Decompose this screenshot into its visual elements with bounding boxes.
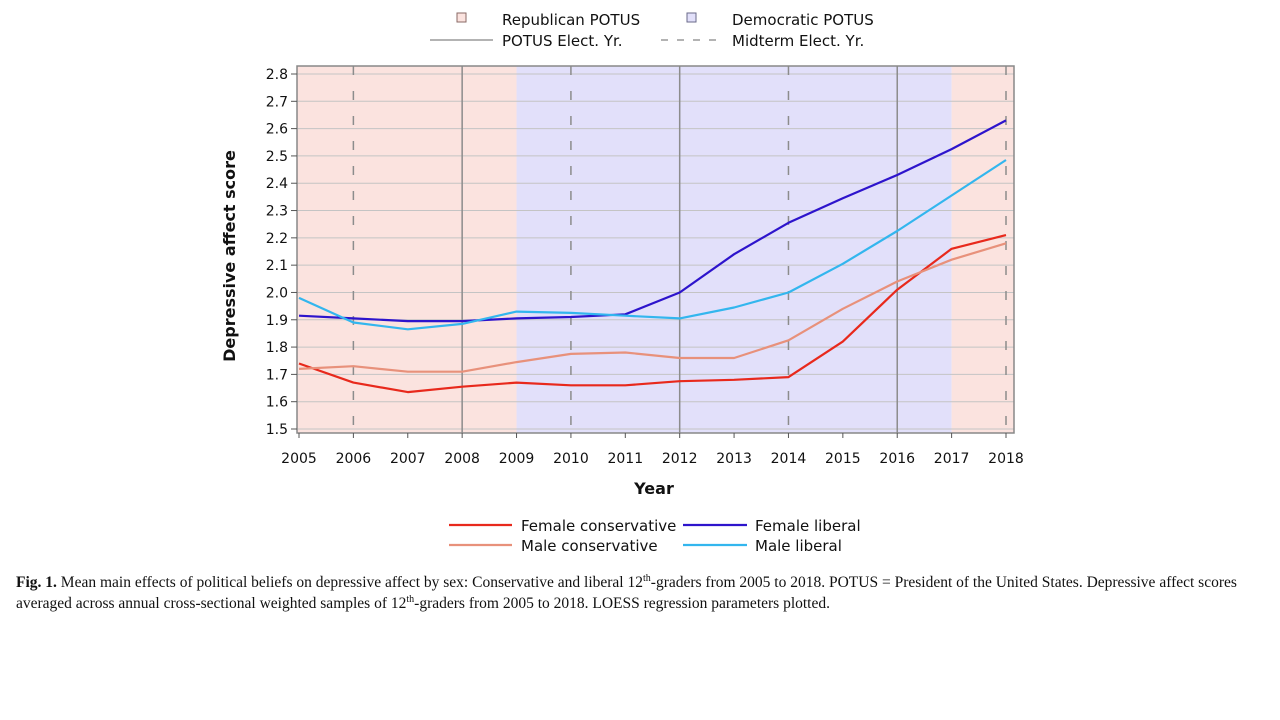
midterm-election-legend-label: Midterm Elect. Yr. xyxy=(732,32,864,50)
y-tick-label-2.3: 2.3 xyxy=(266,204,288,220)
top-legend: Republican POTUS Democratic POTUS POTUS … xyxy=(430,11,874,50)
legend-label-male-conservative: Male conservative xyxy=(521,537,658,555)
series-lines xyxy=(298,119,1007,394)
caption-text-3: -graders from 2005 to 2018. LOESS regres… xyxy=(414,595,830,612)
potus-election-legend-label: POTUS Elect. Yr. xyxy=(502,32,623,50)
y-tick-label-1.9: 1.9 xyxy=(266,313,288,329)
y-tick-label-2.4: 2.4 xyxy=(266,176,288,192)
republican-legend-label: Republican POTUS xyxy=(502,11,640,29)
x-tick-label-2014: 2014 xyxy=(771,451,807,467)
x-tick-label-2007: 2007 xyxy=(390,451,426,467)
caption-label: Fig. 1. xyxy=(16,574,57,591)
republican-period-0 xyxy=(297,66,517,433)
plot-background xyxy=(297,66,1014,433)
y-tick-label-1.6: 1.6 xyxy=(266,395,288,411)
y-tick-label-1.8: 1.8 xyxy=(266,340,288,356)
y-tick-label-1.5: 1.5 xyxy=(266,422,288,438)
x-tick-label-2009: 2009 xyxy=(499,451,535,467)
x-tick-label-2012: 2012 xyxy=(662,451,698,467)
democratic-period-1 xyxy=(516,66,952,433)
x-axis-title: Year xyxy=(633,479,674,498)
series-line-male-conservative xyxy=(298,242,1007,373)
election-year-lines xyxy=(352,66,1007,433)
y-tick-label-2.7: 2.7 xyxy=(266,94,288,110)
plot-frame xyxy=(296,65,1015,434)
democratic-swatch xyxy=(686,12,697,23)
x-tick-label-2013: 2013 xyxy=(716,451,752,467)
caption-text-1: Mean main effects of political beliefs o… xyxy=(56,574,643,591)
democratic-legend-label: Democratic POTUS xyxy=(732,11,874,29)
series-legend: Female conservative Female liberal Male co… xyxy=(449,517,861,555)
x-tick-label-2008: 2008 xyxy=(444,451,480,467)
x-tick-label-2006: 2006 xyxy=(336,451,372,467)
x-tick-label-2018: 2018 xyxy=(988,451,1024,467)
y-tick-label-2.2: 2.2 xyxy=(266,231,288,247)
axes: 1.5 1.6 1.7 1.8 1.9 2.0 2.1 2.2 2.3 2.4 2.5 2.6 2.7 2… xyxy=(266,67,1024,467)
figure-caption: Fig. 1. Mean main effects of political b… xyxy=(16,572,1261,614)
y-tick-label-2.6: 2.6 xyxy=(266,122,288,138)
x-tick-label-2015: 2015 xyxy=(825,451,861,467)
line-chart: Republican POTUS Democratic POTUS POTUS … xyxy=(220,11,1024,555)
y-tick-label-2.8: 2.8 xyxy=(266,67,288,83)
y-axis-title: Depressive affect score xyxy=(220,150,239,362)
caption-text-2: -graders from 2005 to 2018. POTUS = Pres… xyxy=(16,574,1237,612)
legend-label-male-liberal: Male liberal xyxy=(755,537,842,555)
y-tick-label-2.0: 2.0 xyxy=(266,285,288,301)
y-tick-label-2.5: 2.5 xyxy=(266,149,288,165)
y-tick-label-1.7: 1.7 xyxy=(266,367,288,383)
legend-label-female-liberal: Female liberal xyxy=(755,517,861,535)
caption-sup-1: th xyxy=(643,572,651,584)
y-tick-label-2.1: 2.1 xyxy=(266,258,288,274)
x-tick-label-2005: 2005 xyxy=(281,451,317,467)
series-line-female-conservative xyxy=(298,234,1007,394)
x-tick-label-2011: 2011 xyxy=(607,451,643,467)
caption-sup-2: th xyxy=(406,593,415,605)
republican-swatch xyxy=(456,12,467,23)
x-tick-label-2010: 2010 xyxy=(553,451,589,467)
x-tick-label-2017: 2017 xyxy=(934,451,970,467)
series-line-female-liberal xyxy=(298,119,1007,323)
x-tick-label-2016: 2016 xyxy=(879,451,915,467)
legend-label-female-conservative: Female conservative xyxy=(521,517,676,535)
series-line-male-liberal xyxy=(298,159,1007,331)
